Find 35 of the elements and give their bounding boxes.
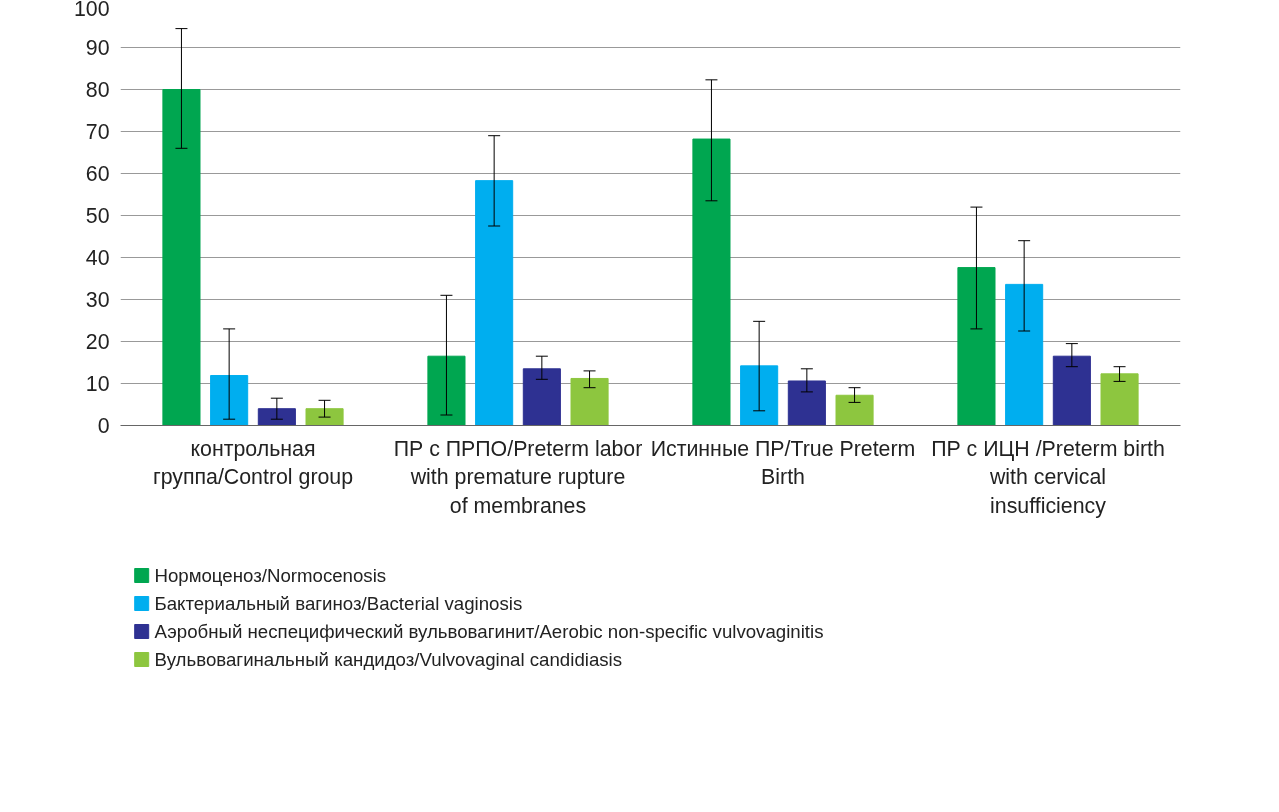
- x-tick-label: ПР с ИЦН /Preterm birth with cervical insufficiency: [931, 436, 1165, 519]
- legend-label: Аэробный неспецифический вульвовагинит/Aerobic non-specific vulvovaginitis: [154, 621, 824, 642]
- y-tick-label: 30: [85, 288, 110, 312]
- bar: [835, 394, 874, 426]
- y-tick-label: 70: [85, 120, 110, 144]
- bar: [210, 375, 249, 426]
- bar: [1005, 283, 1044, 426]
- bar: [1100, 373, 1139, 426]
- bar: [522, 368, 561, 426]
- bar: [257, 408, 296, 426]
- bar: [570, 377, 609, 426]
- bar: [740, 365, 779, 426]
- y-tick-label: 20: [85, 330, 110, 354]
- bar: [475, 180, 514, 426]
- legend-label: Вульвовагинальный кандидоз/Vulvovaginal candidiasis: [154, 649, 623, 670]
- y-tick-label: 90: [85, 36, 110, 60]
- bar: [692, 138, 731, 426]
- legend-label: Бактериальный вагиноз/Bacterial vaginosis: [154, 593, 523, 614]
- y-tick-label: 80: [85, 78, 110, 102]
- x-tick-label: Истинные ПР/True Preterm Birth: [650, 436, 916, 490]
- y-tick-label: 0: [97, 414, 110, 438]
- y-tick-label: 100: [73, 0, 110, 21]
- legend-label: Нормоценоз/Normocenosis: [154, 565, 387, 586]
- bar: [305, 408, 344, 426]
- y-tick-label: 50: [85, 204, 110, 228]
- y-tick-label: 60: [85, 162, 110, 186]
- bar: [162, 89, 201, 426]
- bar: [427, 355, 466, 426]
- y-tick-label: 40: [85, 246, 110, 270]
- bar: [957, 267, 996, 426]
- x-tick-label: контрольная группа/Control group: [152, 436, 354, 490]
- bar: [787, 380, 826, 426]
- x-tick-label: ПР с ПРПО/Preterm labor with premature rupture of membranes: [393, 436, 643, 519]
- y-tick-label: 10: [85, 372, 110, 396]
- bar: [1052, 355, 1091, 426]
